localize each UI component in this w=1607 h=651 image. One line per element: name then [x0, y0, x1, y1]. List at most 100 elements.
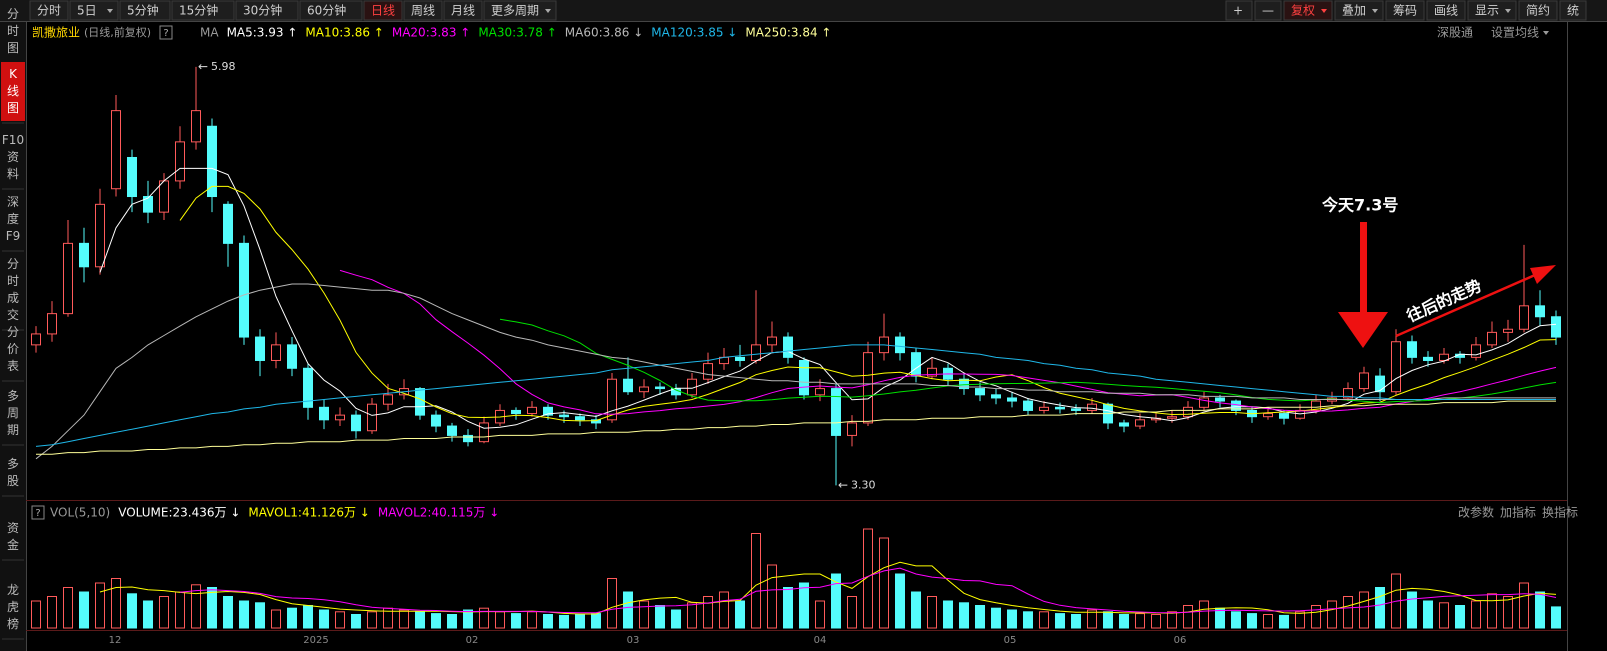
toolbar-label[interactable]: 周线: [411, 4, 435, 18]
volume-bar: [623, 591, 633, 629]
toolbar-label[interactable]: —: [1262, 4, 1274, 18]
toolbar-label[interactable]: 30分钟: [243, 3, 282, 18]
toolbar-label[interactable]: 筹码: [1393, 4, 1417, 18]
link[interactable]: 深股通: [1437, 26, 1473, 40]
volume-bar: [575, 614, 585, 629]
candle-body: [111, 110, 121, 190]
volume-bar: [1039, 611, 1049, 629]
toolbar-label[interactable]: 复权: [1291, 4, 1315, 18]
toolbar-button[interactable]: [1283, 0, 1333, 21]
candle-body: [223, 203, 233, 244]
help-box[interactable]: [31, 505, 45, 520]
volume-bar: [1103, 611, 1113, 629]
candle-body: [799, 359, 809, 396]
sidebar-item[interactable]: F10 资料: [2, 133, 24, 181]
dropdown-icon[interactable]: [545, 9, 551, 13]
sidebar-item[interactable]: K 线图: [7, 67, 19, 115]
candle-body: [63, 242, 73, 315]
candle-body: [1279, 413, 1289, 419]
volume-bar: [1199, 600, 1209, 629]
toolbar-button[interactable]: [1254, 0, 1282, 21]
toolbar-button[interactable]: [1426, 0, 1466, 21]
extreme-arrow: ←: [198, 59, 208, 73]
x-tick-label: 03: [627, 635, 640, 646]
volume-bar: [959, 602, 969, 629]
toolbar-label[interactable]: 统: [1567, 4, 1579, 18]
toolbar-label[interactable]: 画线: [1434, 4, 1458, 18]
toolbar-button[interactable]: [1467, 0, 1517, 21]
sidebar-item[interactable]: 分价表: [7, 325, 19, 373]
sidebar-item[interactable]: 多周期: [7, 389, 19, 437]
toolbar-label[interactable]: 月线: [451, 4, 475, 18]
toolbar-label[interactable]: 叠加: [1342, 4, 1366, 18]
toolbar-button[interactable]: [69, 0, 119, 21]
toolbar-label[interactable]: 5分钟: [127, 3, 159, 18]
toolbar-label[interactable]: 更多周期: [491, 4, 539, 18]
dropdown-icon[interactable]: [1321, 9, 1327, 13]
toolbar-button[interactable]: [1518, 0, 1558, 21]
volume-bar: [1551, 606, 1561, 629]
legend-entry: MA120:3.85 ↓: [651, 26, 737, 40]
toolbar-label[interactable]: 15分钟: [179, 3, 218, 18]
toolbar-button[interactable]: [1385, 0, 1425, 21]
help-box[interactable]: [159, 25, 173, 40]
toolbar-label[interactable]: 5日: [77, 4, 97, 18]
ma-line: [339, 269, 1557, 415]
candle-body: [1407, 341, 1417, 358]
toolbar-label[interactable]: 简约: [1526, 3, 1550, 18]
sidebar-item[interactable]: 龙虎榜: [7, 583, 19, 631]
sidebar-item[interactable]: 深度 F9: [6, 195, 21, 243]
candle-body: [1551, 316, 1561, 338]
toolbar-button[interactable]: [483, 0, 557, 21]
toolbar-label[interactable]: +: [1233, 4, 1243, 18]
sidebar-item[interactable]: 分时图: [7, 7, 19, 55]
volume-bar: [191, 584, 201, 629]
volume-bar: [1471, 600, 1481, 629]
volume-bar: [831, 573, 841, 629]
link[interactable]: 设置均线: [1491, 26, 1539, 40]
toolbar-button[interactable]: [1225, 0, 1253, 21]
toolbar-button[interactable]: [29, 0, 69, 21]
toolbar-button[interactable]: [1334, 0, 1384, 21]
toolbar-button[interactable]: [119, 0, 171, 21]
toolbar-button[interactable]: [1559, 0, 1587, 21]
candle-body: [959, 378, 969, 390]
sidebar-active[interactable]: [1, 62, 25, 121]
link[interactable]: 加指标: [1500, 505, 1536, 520]
volume-bar: [671, 609, 681, 629]
volume-bar: [639, 600, 649, 629]
candle-body: [367, 403, 377, 432]
toolbar-button[interactable]: [299, 0, 363, 21]
dropdown-icon[interactable]: [1543, 31, 1549, 35]
volume-bar: [223, 596, 233, 629]
volume-ma-line: [179, 567, 1557, 614]
toolbar-label[interactable]: 显示: [1475, 4, 1499, 18]
volume-bar: [751, 533, 761, 629]
sidebar-item[interactable]: 资金: [7, 521, 19, 552]
volume-bar: [543, 614, 553, 629]
volume-bar: [927, 596, 937, 629]
sidebar-item[interactable]: 分时成交: [7, 257, 19, 322]
toolbar-label[interactable]: 日线: [371, 4, 395, 18]
toolbar-button[interactable]: [443, 0, 483, 21]
link[interactable]: 换指标: [1542, 505, 1578, 520]
legend-entry: MA20:3.83 ↑: [392, 26, 470, 40]
stock-mode: (日线,前复权): [84, 25, 151, 39]
help[interactable]: ?: [35, 508, 40, 519]
dropdown-icon[interactable]: [107, 9, 113, 13]
toolbar-button[interactable]: [363, 0, 403, 21]
candle-body: [1087, 403, 1097, 411]
toolbar-button[interactable]: [235, 0, 299, 21]
volume-bar: [1519, 582, 1529, 629]
dropdown-icon[interactable]: [1505, 9, 1511, 13]
toolbar-button[interactable]: [171, 0, 235, 21]
candle-body: [1311, 400, 1321, 411]
toolbar-label[interactable]: 60分钟: [307, 3, 346, 18]
sidebar-item[interactable]: 多股: [7, 457, 19, 488]
link[interactable]: 改参数: [1458, 505, 1494, 520]
help[interactable]: ?: [163, 28, 168, 39]
arrow: [1395, 273, 1536, 338]
toolbar-button[interactable]: [403, 0, 443, 21]
toolbar-label[interactable]: 分时: [37, 4, 61, 18]
dropdown-icon[interactable]: [1372, 9, 1378, 13]
